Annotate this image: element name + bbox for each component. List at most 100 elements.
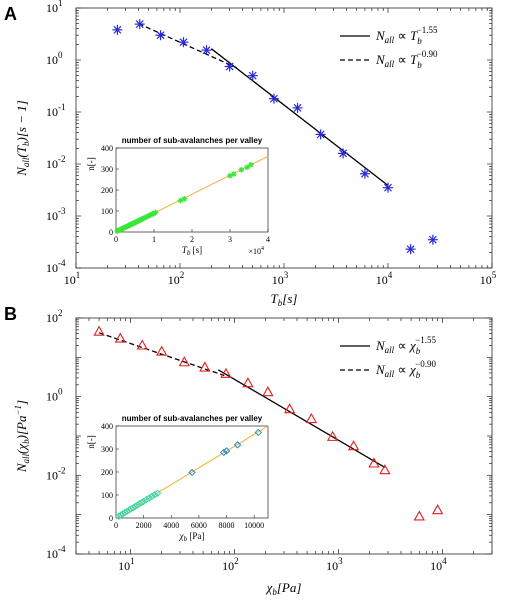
- panel-b-inset-x-tick-label: 2000: [136, 521, 152, 530]
- panel-a-inset: number of sub-avalanches per valley 0 100 2…: [86, 136, 270, 257]
- panel-b-x-tick-label-base: 10: [222, 559, 234, 573]
- panel-b-y-tick-label-base: 10: [46, 311, 58, 325]
- panel-a-data-point: [134, 19, 145, 30]
- panel-a-inset-y-tick-label: 300: [101, 165, 113, 174]
- panel-b-inset-y-tick-label: 0: [109, 514, 113, 523]
- panel-a-data-point: [224, 61, 235, 72]
- panel-a-inset-y-label: n[-]: [86, 157, 96, 171]
- panel-a-ylabel-pre: N: [14, 166, 29, 177]
- panel-a-x-tick-label-exp: 3: [284, 270, 289, 280]
- panel-a-data-point-stroke: [179, 38, 188, 47]
- panel-a-y-tick-label-exp: -3: [58, 206, 66, 216]
- panel-b-inset-xlabel-main: χ: [179, 531, 185, 541]
- panel-b-legend-lhs-sub: all: [385, 345, 395, 355]
- panel-b-y-tick-label-exp: -2: [58, 465, 66, 475]
- panel-a-data-point-stroke: [248, 71, 257, 80]
- panel-b-y-axis-label: Nall(χb)[Pa−1]: [13, 400, 31, 473]
- panel-a-data-point: [247, 70, 258, 81]
- panel-b-legend-var-sub: b: [416, 346, 421, 356]
- panel-b-ylabel-end: ]: [14, 400, 29, 406]
- panel-a-y-tick-label-exp: -1: [58, 102, 66, 112]
- panel-a-xlabel-sub: b: [278, 298, 283, 308]
- panel-b-inset-xlabel-sub: b: [184, 535, 188, 543]
- panel-a-data-point: [427, 234, 438, 245]
- panel-a-legend-rel: ∝: [394, 28, 410, 43]
- panel-b-legend-exp: −0.90: [415, 359, 436, 369]
- panel-a-data-point-stroke: [113, 25, 122, 34]
- panel-a-data-point: [359, 168, 370, 179]
- panel-b-x-tick-label-exp: 3: [338, 556, 343, 566]
- panel-b-y-tick-label-exp: 2: [58, 308, 63, 318]
- panel-a-x-axis-label: Tb[s]: [271, 291, 298, 308]
- panel-a-y-tick-label-base: 10: [46, 209, 58, 223]
- panel-a-data-point-stroke: [269, 94, 278, 103]
- panel-b-y-tick-label-base: 10: [46, 468, 58, 482]
- panel-a-inset-x-label: Tb [s]: [182, 245, 202, 257]
- panel-a-y-axis-label: Nall(Tb)[s − 1]: [14, 100, 31, 177]
- panel-b-x-tick-label: 101: [118, 556, 135, 573]
- panel-b-ylabel-rest: )[Pa: [14, 415, 29, 440]
- panel-a-inset-y-tick-label: 100: [101, 207, 113, 216]
- panel-b-inset-xlabel-rest: [Pa]: [187, 531, 204, 541]
- panel-b-data-point: [413, 510, 425, 521]
- panel-b-data-point: [347, 440, 360, 451]
- panel-a-x-tick-label-base: 10: [376, 273, 388, 287]
- panel-a-xlabel-rest: [s]: [282, 291, 297, 306]
- panel-a-data-point: [112, 24, 123, 35]
- panel-a-legend-exp: −1.55: [417, 25, 438, 35]
- panel-a-inset-data-point: [248, 162, 254, 168]
- panel-a-inset-y-tick-label: 0: [109, 228, 113, 237]
- panel-a-data-point: [338, 148, 349, 159]
- panel-b-inset-data-point: [220, 448, 228, 457]
- panel-b-data-point: [242, 377, 254, 388]
- panel-b-x-tick-label-exp: 2: [234, 556, 239, 566]
- panel-a-data-point: [315, 129, 326, 140]
- panel-a-inset-mult-exp: 4: [261, 246, 264, 252]
- panel-b-inset-data-point: [148, 492, 156, 501]
- panel-a-legend-var: T: [410, 52, 418, 67]
- panel-b-ylabel-pre: N: [14, 462, 29, 473]
- panel-a-inset-data-point: [231, 171, 237, 177]
- panel-a-x-tick-label: 103: [272, 270, 289, 287]
- panel-b-legend-entry: Nall ∝ χb−0.90: [375, 359, 437, 380]
- panel-a-y-tick-label-exp: 1: [58, 0, 63, 8]
- panel-b-inset: number of sub-avalanches per valley 0 100 2…: [86, 414, 269, 543]
- panel-b-fit-line-dashed: [98, 332, 225, 377]
- panel-a-inset-x-tick-label: 4: [266, 235, 270, 244]
- panel-b-xlabel-main: χ: [265, 580, 273, 595]
- panel-a-legend-rel: ∝: [394, 52, 410, 67]
- panel-b-legend-lhs-sub: all: [385, 369, 395, 379]
- panel-a-x-tick-label-base: 10: [272, 273, 284, 287]
- panel-a-data-point: [201, 45, 212, 56]
- panel-a-y-tick-label-exp: -4: [58, 258, 66, 268]
- panel-b-panel-letter: B: [4, 304, 17, 324]
- panel-a-data-point-stroke: [428, 235, 437, 244]
- panel-b-inset-data-point: [150, 491, 159, 499]
- panel-a-inset-mult-base: ×10: [248, 247, 261, 256]
- panel-b-y-tick-label-base: 10: [46, 390, 58, 404]
- panel-b-data-point: [262, 386, 274, 397]
- panel-b-inset-data-point: [254, 428, 263, 437]
- panel-b-data-point: [379, 464, 391, 475]
- panel-a-inset-data-point-stroke: [238, 167, 244, 173]
- panel-b-inset-y-tick-label: 200: [101, 468, 113, 477]
- panel-b-inset-x-tick-label: 4000: [163, 521, 179, 530]
- panel-a-inset-x-multiplier: ×104: [248, 246, 264, 256]
- panel-b-data-point: [199, 361, 211, 372]
- panel-b-ylabel-mid: (χ: [14, 444, 29, 454]
- panel-b-inset-title: number of sub-avalanches per valley: [122, 414, 263, 423]
- panel-a-ylabel-rest: )[s − 1]: [14, 100, 29, 142]
- panel-b-y-tick-label-exp: 0: [58, 387, 63, 397]
- panel-a-inset-data-point-stroke: [153, 210, 158, 215]
- panel-b-x-tick-label-exp: 1: [130, 556, 135, 566]
- panel-a-fit-line-solid: [210, 48, 389, 187]
- panel-b-inset-data-point: [153, 489, 162, 497]
- panel-a-x-tick-label-base: 10: [168, 273, 180, 287]
- panel-b-legend-entry: Nall ∝ χb−1.55: [375, 335, 437, 356]
- panel-b-legend-rel: ∝: [394, 338, 410, 353]
- panel-a-fit-line-dashed: [138, 23, 237, 69]
- panel-a-data-point-stroke: [225, 62, 234, 71]
- panel-b-xlabel-sub: b: [272, 587, 277, 597]
- panel-a-inset-data-point: [152, 209, 159, 216]
